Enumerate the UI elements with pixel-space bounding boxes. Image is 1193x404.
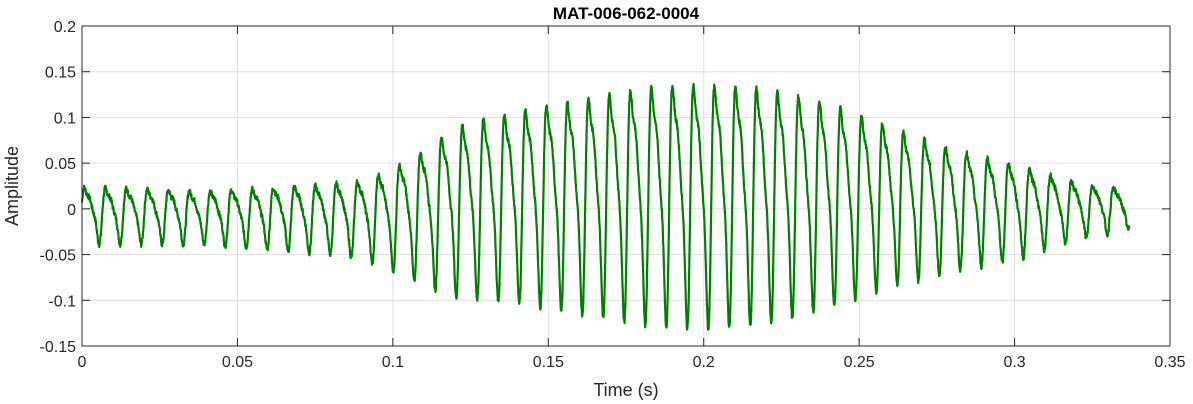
y-tick-label: 0.1 (54, 110, 76, 127)
chart-title: MAT-006-062-0004 (553, 4, 700, 23)
y-tick-label: 0.15 (45, 65, 76, 82)
x-tick-label: 0.35 (1154, 354, 1185, 371)
tick-marks (81, 25, 1171, 347)
waveform-line (80, 82, 1131, 331)
plot-frame (81, 25, 1171, 347)
x-tick-label: 0.2 (693, 354, 715, 371)
y-tick-label: -0.05 (40, 248, 77, 265)
x-tick-label: 0.1 (382, 354, 404, 371)
x-tick-label: 0.15 (533, 354, 564, 371)
y-tick-label: 0.2 (54, 19, 76, 36)
y-tick-labels: -0.15 -0.1 -0.05 0 0.05 0.1 0.15 0.2 (40, 19, 77, 356)
x-tick-labels: 0 0.05 0.1 0.15 0.2 0.25 0.3 0.35 (78, 354, 1186, 371)
y-tick-label: 0 (67, 202, 76, 219)
x-axis-label: Time (s) (593, 380, 658, 400)
y-axis-label: Amplitude (2, 146, 22, 226)
y-tick-label: -0.1 (48, 293, 76, 310)
x-tick-label: 0.25 (844, 354, 875, 371)
y-tick-label: 0.05 (45, 156, 76, 173)
series-group (80, 82, 1131, 331)
y-tick-label: -0.15 (40, 339, 77, 356)
x-tick-label: 0.3 (1003, 354, 1025, 371)
x-tick-label: 0 (78, 354, 87, 371)
x-tick-label: 0.05 (222, 354, 253, 371)
